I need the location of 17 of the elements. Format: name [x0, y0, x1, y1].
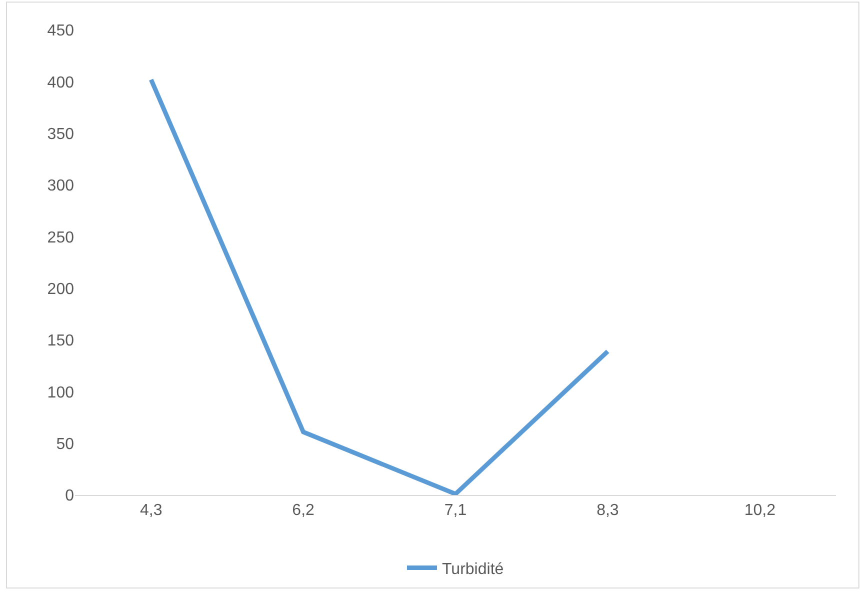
y-tick-label: 250: [47, 229, 74, 246]
legend-label: Turbidité: [442, 560, 504, 578]
x-tick-label: 6,2: [292, 502, 315, 520]
x-tick-label: 10,2: [744, 502, 776, 520]
y-tick-label: 100: [47, 384, 74, 402]
y-tick-label: 0: [65, 488, 74, 505]
x-tick-label: 4,3: [140, 502, 162, 520]
y-tick-label: 300: [47, 178, 74, 195]
y-tick-label: 350: [47, 126, 74, 143]
line-series: [148, 77, 610, 495]
x-tick-label: 7,1: [444, 502, 467, 520]
y-tick-label: 150: [47, 332, 74, 350]
x-tick-label: 8,3: [596, 502, 619, 520]
y-tick-label: 450: [47, 22, 74, 40]
y-tick-label: 50: [56, 436, 74, 453]
y-tick-label: 400: [47, 74, 74, 92]
y-tick-label: 200: [47, 280, 74, 298]
